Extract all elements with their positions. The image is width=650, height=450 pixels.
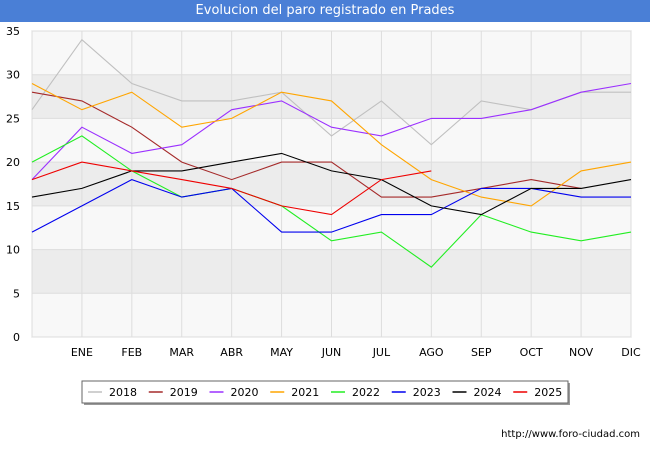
x-tick-label: ENE [71, 346, 93, 359]
y-tick-label: 20 [6, 156, 20, 169]
x-tick-label: SEP [471, 346, 492, 359]
series-line-2020 [31, 82, 632, 180]
x-tick-label: JUN [321, 346, 342, 359]
legend-box [81, 380, 569, 404]
y-tick-label: 30 [6, 69, 20, 82]
y-axis-ticks: 0 5 10 15 20 25 30 35 [6, 25, 20, 344]
legend: 2018 2019 2020 2021 2022 2023 2024 2025 [81, 380, 570, 405]
plot-grid [31, 30, 632, 338]
y-tick-label: 25 [6, 112, 20, 125]
legend-label-2021: 2021 [291, 386, 319, 399]
y-tick-label: 10 [6, 244, 20, 257]
x-tick-label: MAY [270, 346, 293, 359]
source-link[interactable]: http://www.foro-ciudad.com [501, 429, 640, 440]
y-tick-label: 5 [13, 287, 20, 300]
series-line-2025 [31, 161, 432, 216]
legend-label-2020: 2020 [231, 386, 259, 399]
x-tick-label: DIC [621, 346, 641, 359]
legend-label-2025: 2025 [534, 386, 562, 399]
x-tick-label: AGO [419, 346, 444, 359]
series-line-2021 [31, 83, 632, 207]
legend-label-2024: 2024 [474, 386, 502, 399]
legend-label-2019: 2019 [170, 386, 198, 399]
y-tick-label: 15 [6, 200, 20, 213]
x-tick-label: OCT [520, 346, 543, 359]
x-tick-label: MAR [169, 346, 194, 359]
y-tick-label: 0 [13, 331, 20, 344]
x-tick-label: FEB [121, 346, 142, 359]
x-tick-label: JUL [372, 346, 391, 359]
legend-label-2023: 2023 [413, 386, 441, 399]
series-lines [31, 38, 632, 268]
legend-label-2022: 2022 [352, 386, 380, 399]
y-tick-label: 35 [6, 25, 20, 38]
chart-title: Evolucion del paro registrado en Prades [0, 0, 650, 22]
x-axis-ticks: ENE FEB MAR ABR MAY JUN JUL AGO SEP OCT NOV DIC [71, 346, 641, 359]
legend-label-2018: 2018 [109, 386, 137, 399]
x-tick-label: NOV [569, 346, 594, 359]
x-tick-label: ABR [220, 346, 243, 359]
